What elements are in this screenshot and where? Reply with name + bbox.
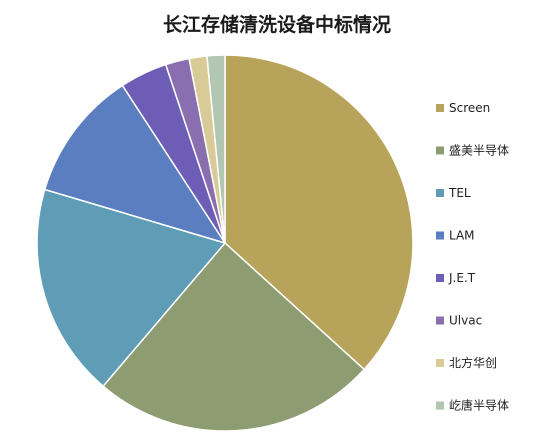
- pie-slices: [36, 54, 414, 432]
- legend-swatch-4: [436, 274, 444, 282]
- chart-title: 长江存储清洗设备中标情况: [163, 13, 391, 36]
- legend-swatch-7: [436, 401, 444, 410]
- legend-label-2: TEL: [448, 186, 471, 200]
- legend-swatch-5: [436, 316, 444, 325]
- legend-swatch-2: [436, 189, 444, 197]
- pie-slice-2: [36, 188, 227, 388]
- legend-swatch-1: [436, 146, 444, 155]
- pie-slice-3: [43, 84, 227, 245]
- legend-label-3: LAM: [449, 229, 475, 243]
- legend-label-4: J.E.T: [448, 271, 476, 285]
- legend-swatch-3: [436, 231, 444, 240]
- pie-slice-1: [102, 241, 366, 432]
- legend-label-1: 盛美半导体: [449, 143, 509, 158]
- legend-label-7: 屹唐半导体: [449, 398, 509, 413]
- legend-swatch-0: [436, 104, 444, 112]
- legend-swatch-6: [436, 359, 444, 367]
- legend-label-6: 北方华创: [449, 355, 497, 370]
- legend-label-0: Screen: [449, 101, 490, 115]
- pie-slice-7: [206, 54, 226, 244]
- legend-label-5: Ulvac: [449, 314, 482, 328]
- pie-slice-0: [224, 54, 414, 371]
